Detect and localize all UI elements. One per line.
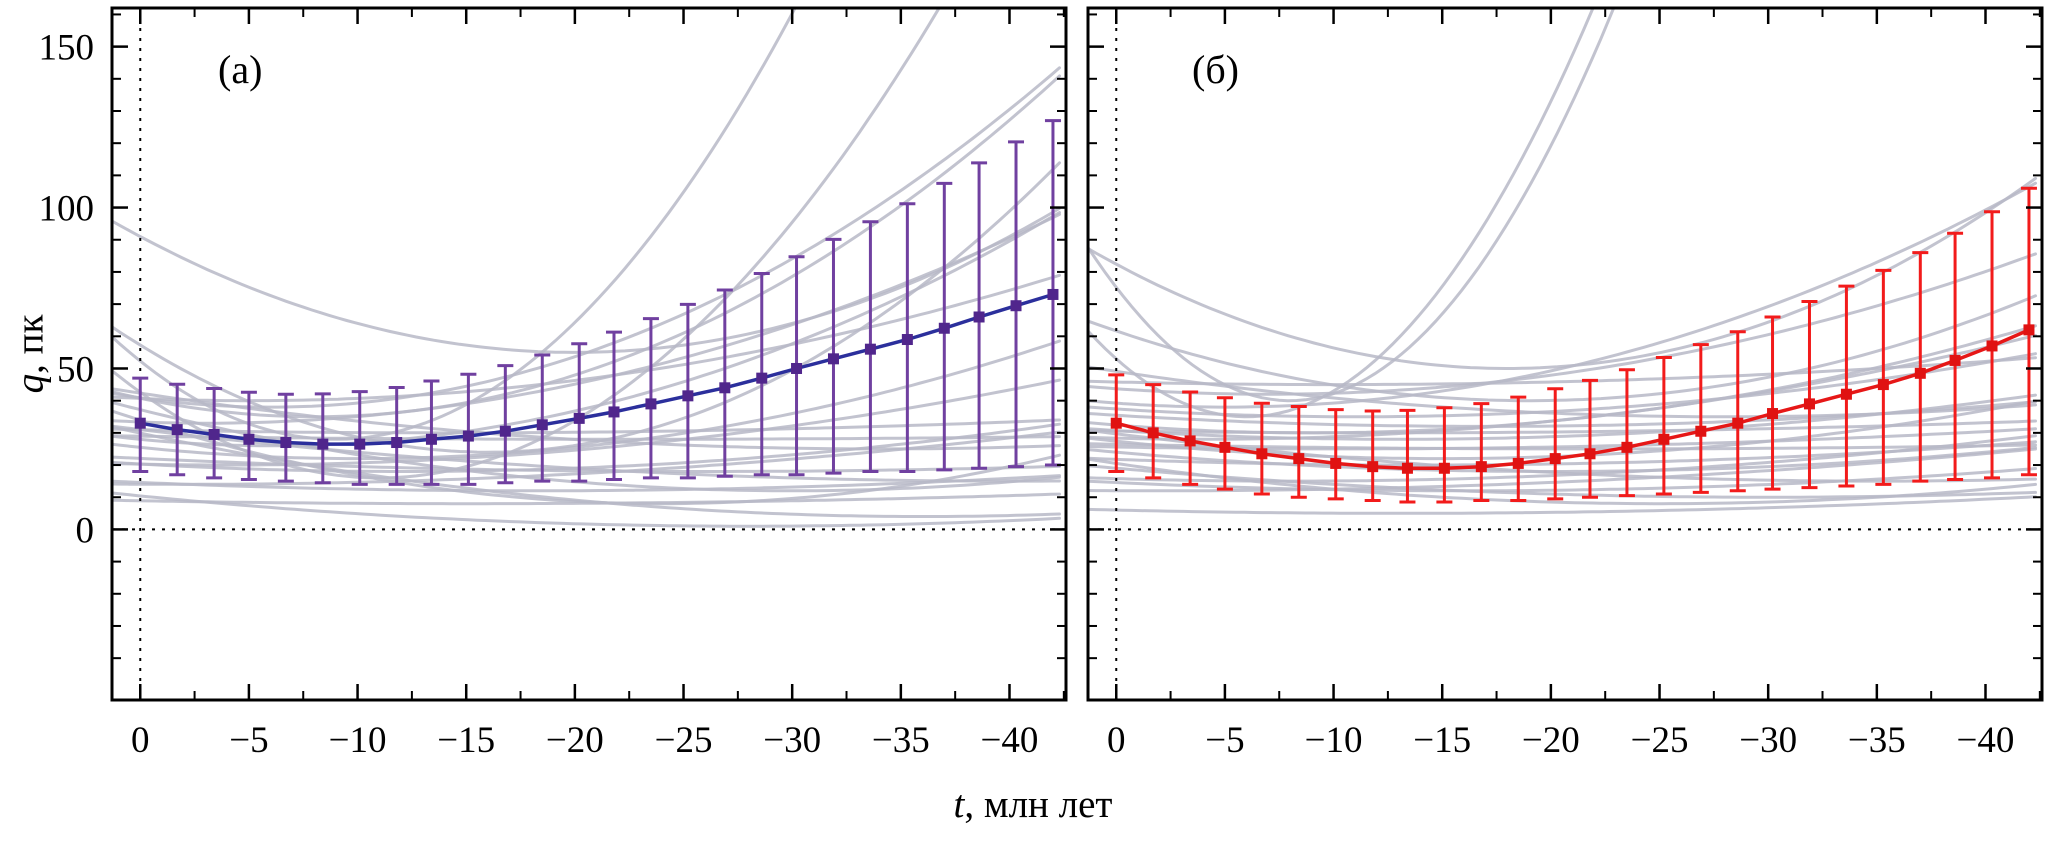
x-tick-label: −20 [546, 720, 604, 761]
x-tick-label: −30 [763, 720, 821, 761]
axis-ticks [1088, 8, 2042, 700]
x-tick-label: 0 [1107, 720, 1126, 761]
x-tick-label: −10 [329, 720, 387, 761]
x-tick-label: −30 [1739, 720, 1797, 761]
x-axis-unit: , млн лет [964, 783, 1113, 826]
x-tick-label: 0 [131, 720, 150, 761]
x-tick-label: −15 [437, 720, 495, 761]
mean-line [140, 292, 1054, 446]
y-tick-label: 100 [39, 189, 95, 230]
axis-ticks [112, 8, 1066, 700]
x-tick-label: −5 [1205, 720, 1244, 761]
background-lines [112, 8, 1061, 528]
x-axis-variable: t [953, 783, 965, 826]
series-markers [1110, 324, 2035, 474]
background-lines [1088, 8, 2037, 515]
panel-frame [1086, 6, 2044, 702]
x-tick-label: −25 [1631, 720, 1689, 761]
x-tick-label: −5 [229, 720, 268, 761]
x-tick-label: −15 [1413, 720, 1471, 761]
x-tick-label: −10 [1305, 720, 1363, 761]
series-markers [134, 288, 1059, 450]
panel-b-label: (б) [1192, 47, 1239, 92]
y-axis-label: q, пк [8, 315, 53, 394]
x-tick-label: −25 [655, 720, 713, 761]
x-tick-label: −35 [872, 720, 930, 761]
x-tick-label: −20 [1522, 720, 1580, 761]
y-axis-variable: q [8, 373, 52, 394]
y-tick-label: 0 [76, 510, 95, 551]
panel-frame [110, 6, 1068, 702]
x-tick-label: −40 [1957, 720, 2015, 761]
mean-line [1115, 328, 2030, 471]
y-axis-unit: , пк [8, 314, 52, 374]
y-tick-label: 50 [57, 349, 94, 390]
panel-a-label: (а) [218, 47, 263, 92]
x-tick-label: −35 [1848, 720, 1906, 761]
x-tick-label: −40 [981, 720, 1039, 761]
y-tick-label: 150 [39, 28, 95, 69]
x-axis-label: t, млн лет [954, 782, 1113, 827]
error-bars [1108, 186, 2037, 504]
